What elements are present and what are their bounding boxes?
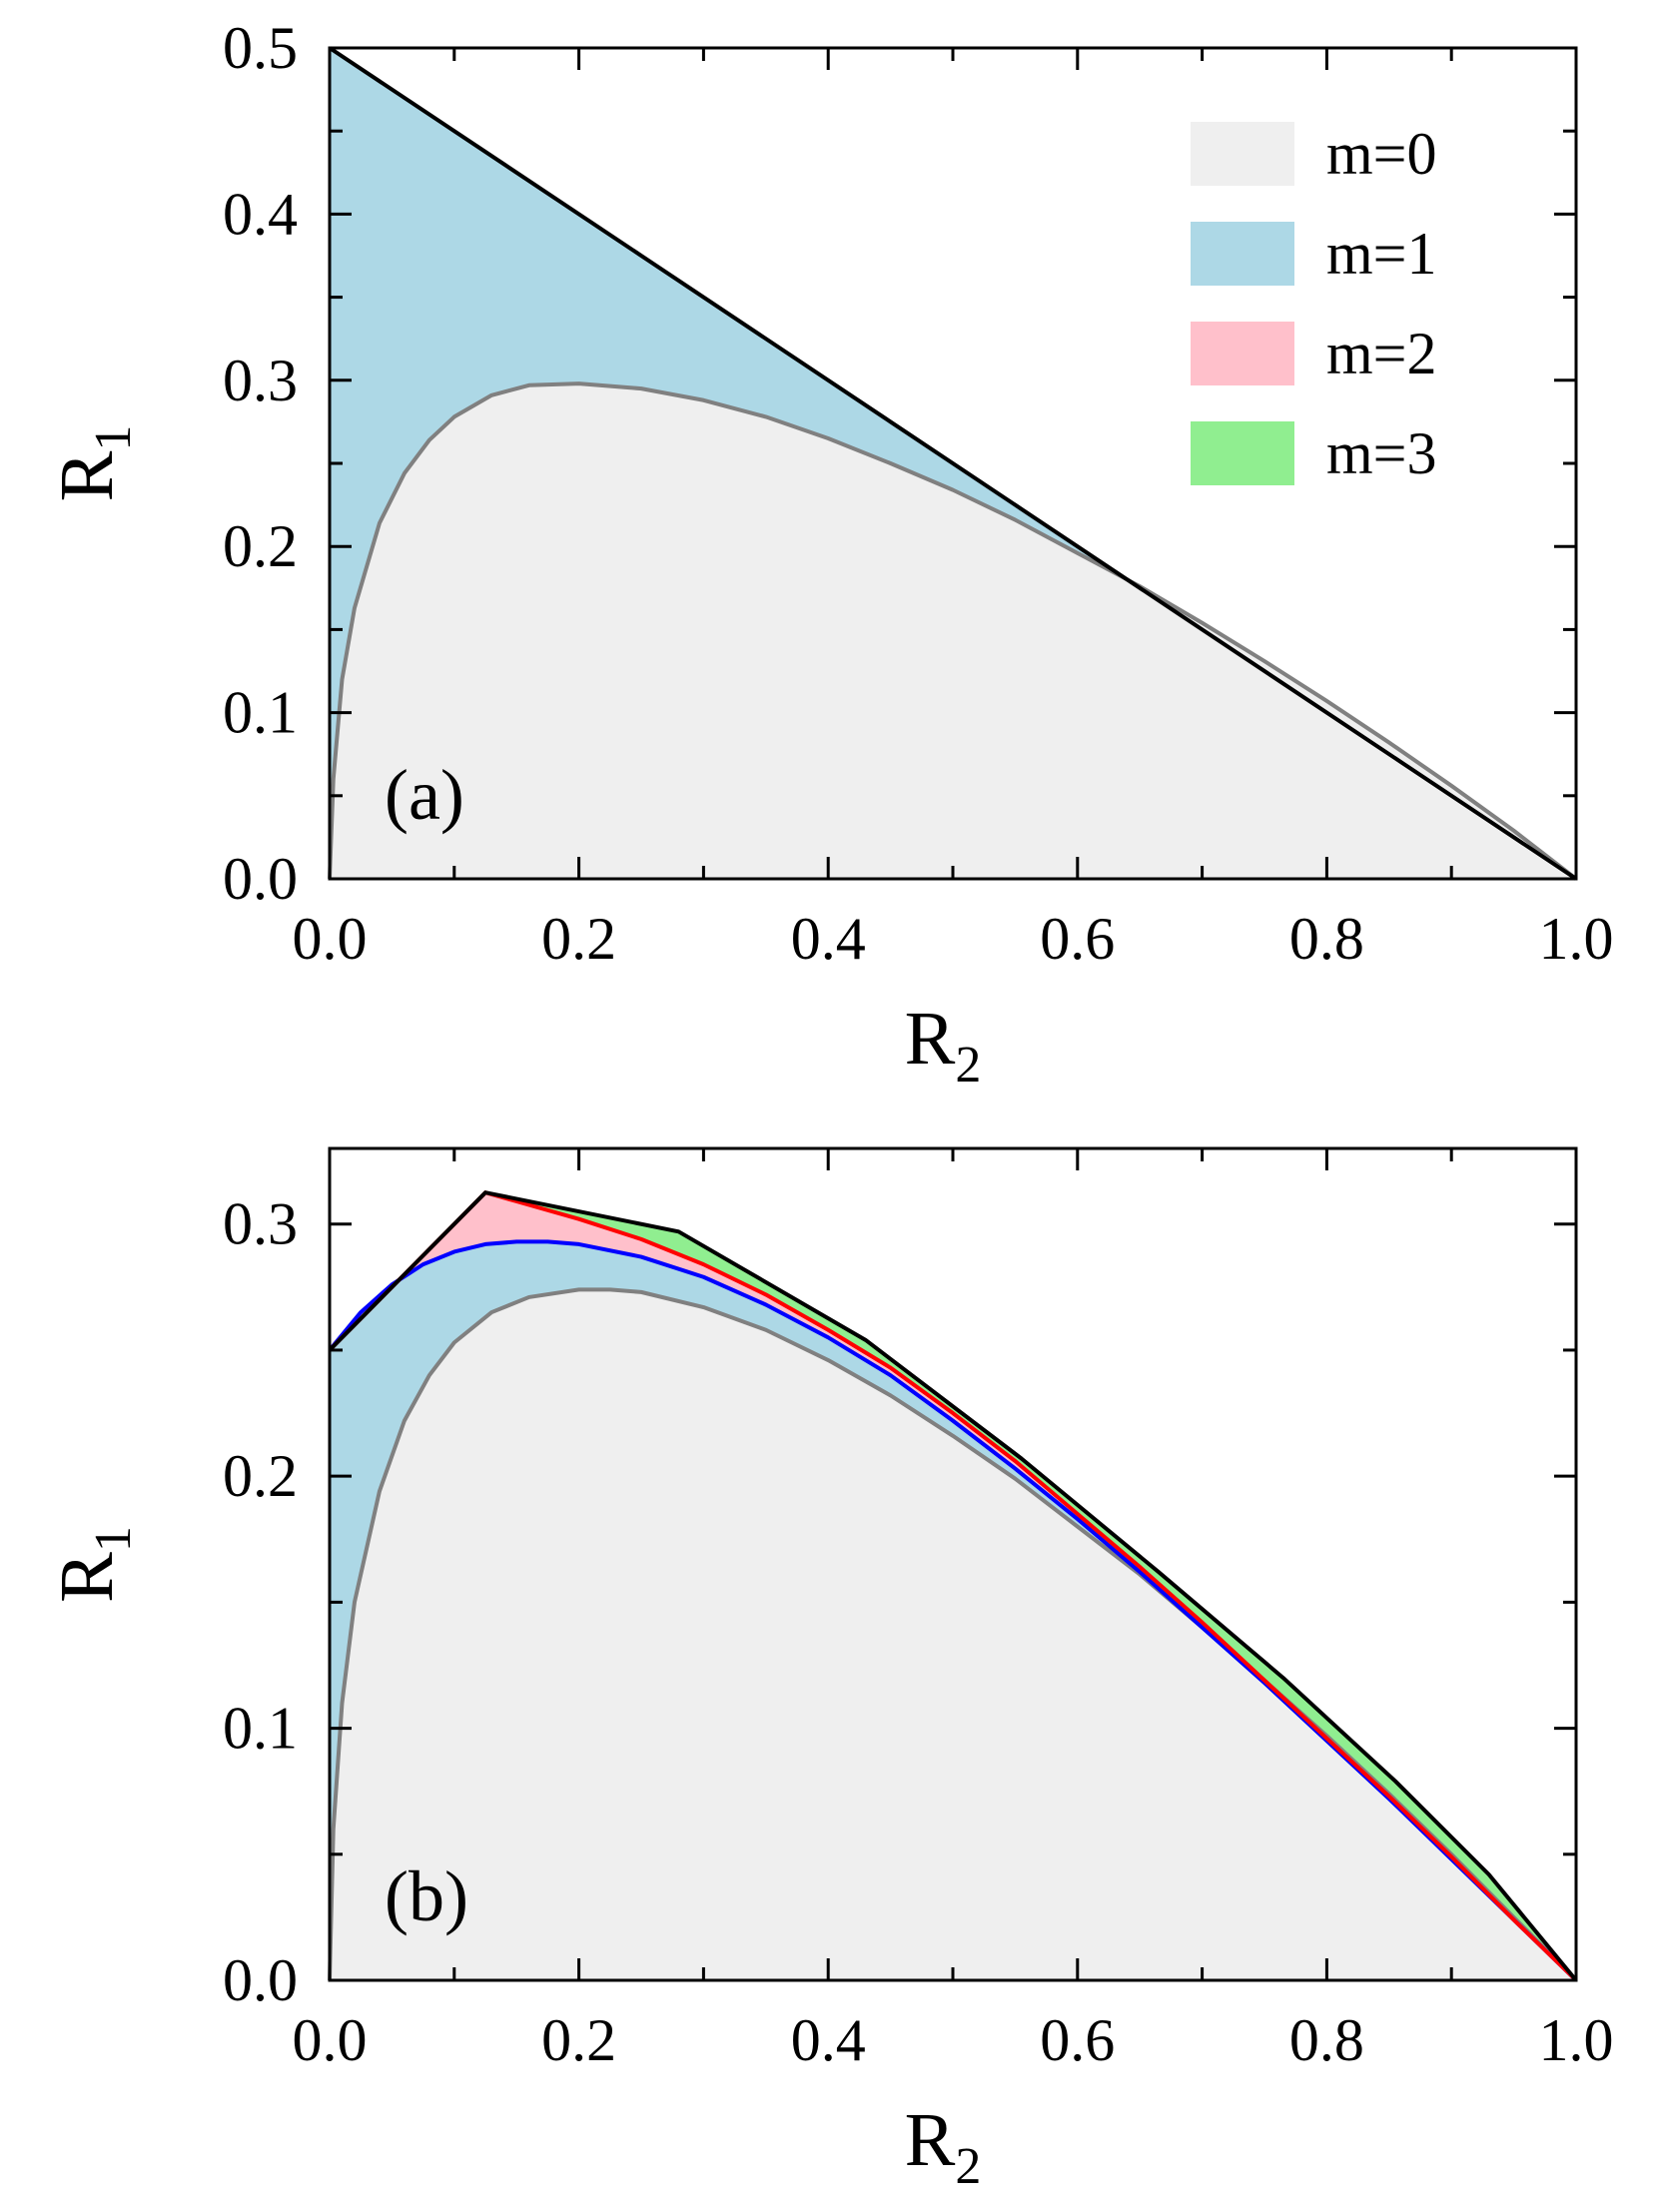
boundary-line-m-2 <box>328 1190 1578 1982</box>
legend-label: m=2 <box>1326 321 1437 386</box>
y-tick-label: 0.5 <box>223 15 298 81</box>
legend-label: m=3 <box>1326 420 1437 486</box>
y-tick-label: 0.4 <box>223 181 298 247</box>
region-m-0 <box>330 383 1576 879</box>
x-axis-title-main: R <box>905 997 956 1081</box>
x-tick-label: 0.2 <box>541 906 616 972</box>
y-axis-title-subscript: 1 <box>85 1526 142 1552</box>
x-axis-title-subscript: 2 <box>955 1037 981 1094</box>
y-axis-title-main: R <box>45 1552 129 1603</box>
y-tick-label: 0.1 <box>223 680 298 746</box>
x-tick-label: 0.6 <box>1040 2007 1115 2073</box>
panel-label: (b) <box>385 1856 468 1936</box>
y-axis-title-subscript: 1 <box>85 425 142 451</box>
y-axis-title: R1 <box>45 425 142 502</box>
legend-swatch-m-3 <box>1191 421 1294 485</box>
x-tick-label: 0.6 <box>1040 906 1115 972</box>
y-axis-title-main: R <box>45 450 129 501</box>
x-tick-label: 0.8 <box>1289 2007 1364 2073</box>
x-axis-title-subscript: 2 <box>955 2138 981 2195</box>
y-tick-label: 0.2 <box>223 513 298 579</box>
boundary-line-m-1 <box>328 46 1578 881</box>
x-tick-label: 0.2 <box>541 2007 616 2073</box>
x-tick-label: 0.0 <box>293 2007 368 2073</box>
x-tick-label: 0.4 <box>791 2007 866 2073</box>
region-m-0 <box>330 1289 1576 1980</box>
x-tick-label: 0.4 <box>791 906 866 972</box>
legend-swatch-m-2 <box>1191 322 1294 385</box>
y-tick-label: 0.2 <box>223 1443 298 1509</box>
panel-label: (a) <box>385 755 464 835</box>
x-tick-label: 0.0 <box>293 906 368 972</box>
legend-swatch-m-0 <box>1191 122 1294 186</box>
x-axis-title: R2 <box>905 997 982 1094</box>
x-tick-label: 1.0 <box>1539 906 1614 972</box>
y-tick-label: 0.1 <box>223 1696 298 1762</box>
boundary-line-m-0 <box>328 381 1578 881</box>
legend-label: m=1 <box>1326 221 1437 287</box>
x-axis-title: R2 <box>905 2098 982 2195</box>
panel-a: 0.0 0.2 0.4 0.6 0.8 1.00.00.10.20.30.40.5R2R1… <box>45 15 1614 1094</box>
legend-swatch-m-1 <box>1191 222 1294 286</box>
x-tick-label: 0.8 <box>1289 906 1364 972</box>
boundary-line-m-3 <box>328 1190 1578 1982</box>
y-tick-label: 0.3 <box>223 348 298 413</box>
legend: m=0 m=1 m=2 m=3 <box>1191 121 1437 486</box>
y-tick-label: 0.3 <box>223 1191 298 1257</box>
x-axis-title-main: R <box>905 2098 956 2182</box>
legend-label: m=0 <box>1326 121 1437 187</box>
x-tick-label: 1.0 <box>1539 2007 1614 2073</box>
y-tick-label: 0.0 <box>223 1947 298 2013</box>
y-tick-label: 0.0 <box>223 846 298 912</box>
y-axis-title: R1 <box>45 1526 142 1603</box>
